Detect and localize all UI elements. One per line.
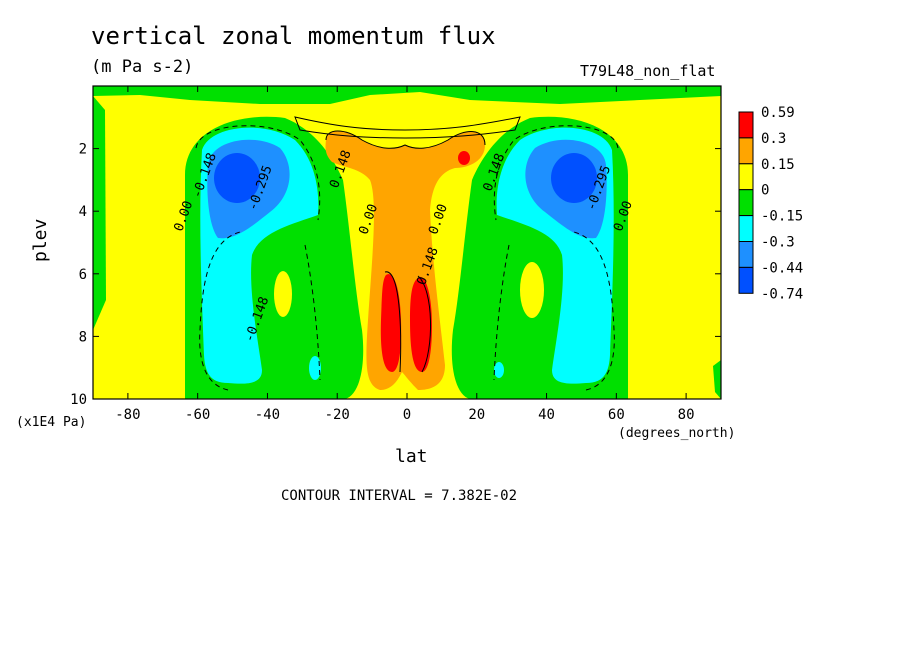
y-axis: 2 4 6 8 10 bbox=[70, 142, 721, 408]
top-green-band bbox=[93, 86, 721, 104]
colorbar-label: 0.3 bbox=[761, 131, 786, 147]
y-tick-label: 10 bbox=[70, 392, 87, 408]
x-tick-label: 40 bbox=[538, 407, 555, 423]
x-axis-unit: (degrees_north) bbox=[618, 426, 736, 441]
equatorial-red-speck bbox=[458, 151, 470, 165]
contour-lines bbox=[195, 116, 619, 391]
chart-title: vertical zonal momentum flux bbox=[91, 22, 496, 50]
edge-green-sliver bbox=[713, 360, 721, 399]
y-tick-label: 8 bbox=[79, 329, 87, 345]
x-tick-label: 0 bbox=[403, 407, 411, 423]
colorbar-swatch bbox=[738, 163, 754, 191]
x-tick-label: -80 bbox=[115, 407, 140, 423]
south-negative-core bbox=[214, 153, 260, 203]
y-tick-label: 4 bbox=[79, 204, 87, 220]
colorbar-swatch bbox=[738, 215, 754, 243]
y-tick-label: 6 bbox=[79, 267, 87, 283]
south-positive-pocket bbox=[274, 271, 292, 317]
equatorial-red-core-left bbox=[380, 274, 402, 372]
colorbar-swatch bbox=[738, 241, 754, 268]
colorbar-label: 0 bbox=[761, 183, 769, 199]
north-negative-core bbox=[551, 153, 597, 203]
west-edge-green bbox=[93, 96, 106, 330]
x-tick-label: -40 bbox=[255, 407, 280, 423]
x-tick-label: 60 bbox=[608, 407, 625, 423]
colorbar-label: -0.74 bbox=[761, 286, 803, 302]
north-positive-pocket bbox=[520, 262, 544, 318]
contour-interval: CONTOUR INTERVAL = 7.382E-02 bbox=[281, 488, 518, 504]
x-tick-label: -20 bbox=[325, 407, 350, 423]
colorbar-swatch bbox=[738, 189, 754, 217]
colorbar: 0.59 0.3 0.15 0 -0.15 -0.3 -0.44 -0.74 bbox=[738, 105, 803, 302]
y-axis-unit: (x1E4 Pa) bbox=[16, 415, 87, 430]
y-tick-label: 2 bbox=[79, 142, 87, 158]
colorbar-label: 0.59 bbox=[761, 105, 795, 121]
colorbar-label: -0.44 bbox=[761, 260, 803, 276]
colorbar-swatch bbox=[738, 111, 754, 139]
colorbar-swatch bbox=[738, 137, 754, 165]
x-axis: -80 -60 -40 -20 0 20 40 60 80 bbox=[115, 86, 695, 423]
colorbar-swatch bbox=[738, 266, 754, 294]
chart-units: (m Pa s-2) bbox=[91, 57, 194, 77]
plot-area bbox=[93, 86, 721, 399]
x-tick-label: 80 bbox=[678, 407, 695, 423]
equatorial-orange-region bbox=[325, 131, 485, 390]
colorbar-label: 0.15 bbox=[761, 157, 795, 173]
equatorial-red-core-right bbox=[410, 276, 432, 372]
model-label: T79L48_non_flat bbox=[580, 62, 716, 80]
south-cyan-blip bbox=[309, 356, 321, 380]
x-tick-label: -60 bbox=[185, 407, 210, 423]
x-axis-label: lat bbox=[395, 446, 428, 467]
x-tick-label: 20 bbox=[468, 407, 485, 423]
colorbar-label: -0.3 bbox=[761, 235, 795, 251]
colorbar-label: -0.15 bbox=[761, 209, 803, 225]
north-cyan-blip bbox=[494, 362, 504, 378]
